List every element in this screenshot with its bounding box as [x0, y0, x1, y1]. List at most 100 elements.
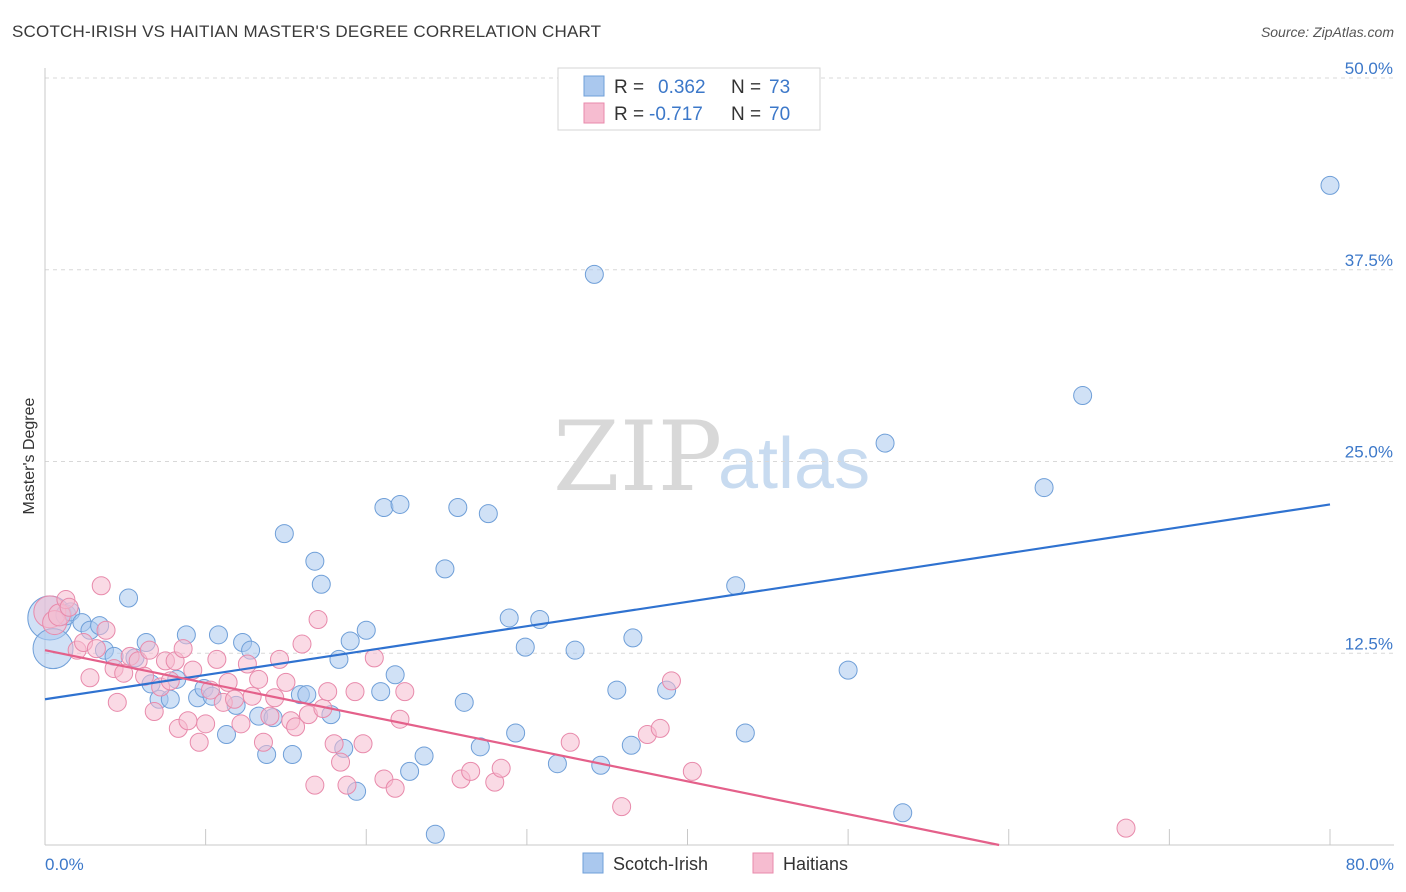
- scotch-irish-point-57: [566, 641, 584, 659]
- scotch-irish-point-58: [585, 265, 603, 283]
- haitians-point-9: [92, 577, 110, 595]
- scotch-irish-point-46: [426, 825, 444, 843]
- scotch-irish-point-56: [548, 755, 566, 773]
- x-tick-label-max: 80.0%: [1346, 855, 1394, 874]
- scotch-irish-point-67: [876, 434, 894, 452]
- y-tick-label-0: 12.5%: [1345, 634, 1393, 653]
- haitians-point-59: [396, 683, 414, 701]
- haitians-point-39: [261, 707, 279, 725]
- haitians-point-70: [1117, 819, 1135, 837]
- haitians-point-8: [87, 640, 105, 658]
- haitians-point-63: [492, 759, 510, 777]
- scotch-irish-point-60: [608, 681, 626, 699]
- scotch-irish-point-40: [372, 683, 390, 701]
- legend-swatch-scotch-irish: [584, 76, 604, 96]
- scotch-irish-point-52: [500, 609, 518, 627]
- y-tick-label-1: 25.0%: [1345, 443, 1393, 462]
- haitians-point-61: [462, 762, 480, 780]
- haitians-point-57: [386, 779, 404, 797]
- haitians-point-51: [332, 753, 350, 771]
- haitians-point-28: [197, 715, 215, 733]
- haitians-point-42: [277, 673, 295, 691]
- scotch-irish-point-43: [391, 495, 409, 513]
- haitians-point-54: [354, 735, 372, 753]
- x-tick-label-min: 0.0%: [45, 855, 84, 874]
- haitians-point-17: [140, 641, 158, 659]
- scotch-irish-point-71: [1321, 176, 1339, 194]
- haitians-point-36: [243, 687, 261, 705]
- haitians-point-7: [81, 669, 99, 687]
- scotch-irish-point-42: [386, 666, 404, 684]
- scotch-irish-point-20: [209, 626, 227, 644]
- haitians-point-25: [179, 712, 197, 730]
- scotch-irish-point-29: [283, 745, 301, 763]
- bottom-legend-label-scotch-irish: Scotch-Irish: [613, 854, 708, 874]
- haitians-point-34: [232, 715, 250, 733]
- scatter-chart: ZIP atlas 12.5% 25.0% 37.5% 50.0% 0.0% 80.0…: [0, 0, 1406, 892]
- top-legend: R = 0.362 N = 73 R = -0.717 N = 70: [558, 68, 820, 130]
- gridlines: [45, 78, 1394, 653]
- haitians-point-45: [293, 635, 311, 653]
- scotch-irish-point-47: [436, 560, 454, 578]
- haitians-point-52: [338, 776, 356, 794]
- haitians-point-71: [309, 611, 327, 629]
- haitians-point-10: [97, 621, 115, 639]
- bottom-legend: Scotch-Irish Haitians: [583, 853, 848, 874]
- haitians-point-30: [208, 650, 226, 668]
- scotch-irish-trend-line: [45, 504, 1330, 699]
- legend-r-label-haitians: R =: [614, 104, 644, 125]
- scotch-irish-point-68: [894, 804, 912, 822]
- watermark-atlas: atlas: [718, 424, 870, 504]
- scotch-irish-point-45: [415, 747, 433, 765]
- trend-lines: [45, 504, 1330, 845]
- haitians-point-4: [60, 598, 78, 616]
- haitians-point-55: [365, 649, 383, 667]
- haitians-point-12: [108, 693, 126, 711]
- legend-r-value-scotch-irish: 0.362: [658, 77, 706, 98]
- y-tick-label-2: 37.5%: [1345, 251, 1393, 270]
- scotch-irish-point-37: [341, 632, 359, 650]
- y-axis-tick-labels: 12.5% 25.0% 37.5% 50.0%: [1345, 59, 1393, 653]
- scotch-irish-point-54: [516, 638, 534, 656]
- watermark-zip: ZIP: [553, 401, 722, 513]
- haitians-point-64: [561, 733, 579, 751]
- haitians-point-24: [174, 640, 192, 658]
- haitians-trend-line: [45, 650, 999, 845]
- y-axis-label: Master's Degree: [21, 397, 38, 514]
- haitians-point-50: [325, 735, 343, 753]
- haitians-point-38: [254, 733, 272, 751]
- haitians-point-27: [190, 733, 208, 751]
- haitians-point-68: [662, 672, 680, 690]
- haitians-point-49: [319, 683, 337, 701]
- bottom-legend-swatch-scotch-irish: [583, 853, 603, 873]
- scotch-irish-point-9: [120, 589, 138, 607]
- legend-swatch-haitians: [584, 103, 604, 123]
- haitians-point-69: [683, 762, 701, 780]
- haitians-point-18: [145, 703, 163, 721]
- bottom-legend-swatch-haitians: [753, 853, 773, 873]
- scotch-irish-point-64: [727, 577, 745, 595]
- x-axis-ticks: [45, 829, 1330, 845]
- legend-r-value-haitians: -0.717: [649, 104, 703, 125]
- scotch-irish-point-49: [455, 693, 473, 711]
- haitians-point-47: [306, 776, 324, 794]
- haitians-point-53: [346, 683, 364, 701]
- scotch-irish-point-31: [298, 686, 316, 704]
- scotch-irish-point-44: [401, 762, 419, 780]
- bottom-legend-label-haitians: Haitians: [783, 854, 848, 874]
- haitians-point-58: [391, 710, 409, 728]
- scotch-irish-point-70: [1074, 387, 1092, 405]
- haitians-point-33: [226, 690, 244, 708]
- scotch-irish-point-51: [479, 505, 497, 523]
- scotch-irish-point-28: [275, 525, 293, 543]
- legend-n-value-scotch-irish: 73: [769, 77, 790, 98]
- scotch-irish-point-32: [306, 552, 324, 570]
- legend-r-label-scotch-irish: R =: [614, 77, 644, 98]
- legend-n-label-scotch-irish: N =: [731, 77, 761, 98]
- scotch-irish-point-39: [357, 621, 375, 639]
- haitians-point-65: [613, 798, 631, 816]
- y-tick-label-3: 50.0%: [1345, 59, 1393, 78]
- scotch-irish-point-62: [624, 629, 642, 647]
- scotch-irish-point-66: [839, 661, 857, 679]
- haitians-point-37: [250, 670, 268, 688]
